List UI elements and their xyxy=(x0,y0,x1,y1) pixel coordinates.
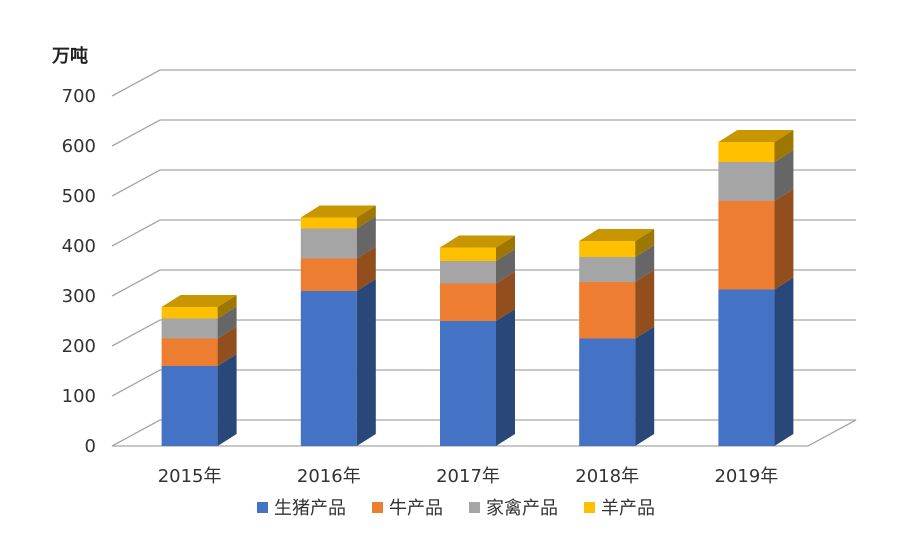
legend-label: 家禽产品 xyxy=(486,498,558,519)
gridline xyxy=(111,169,856,197)
bars xyxy=(161,130,794,446)
x-axis-ticks: 2015年 2016年 2017年 2018年 2019年 xyxy=(158,466,779,487)
x-tick-label: 2019年 xyxy=(714,466,778,487)
bar-segment xyxy=(440,235,515,261)
x-tick-label: 2018年 xyxy=(575,466,639,487)
bar-segment xyxy=(161,306,237,339)
y-tick-label: 400 xyxy=(62,236,96,257)
bar-segment xyxy=(579,270,655,339)
bar-segment xyxy=(579,326,655,446)
legend-item: 生猪产品 xyxy=(257,494,346,520)
bar-segment xyxy=(718,189,794,290)
x-tick-label: 2016年 xyxy=(297,466,361,487)
legend-swatch xyxy=(257,501,268,513)
legend-label: 羊产品 xyxy=(601,498,655,519)
y-tick-label: 700 xyxy=(62,86,96,107)
bar-segment xyxy=(440,309,515,446)
gridline xyxy=(111,219,856,247)
bar-segment xyxy=(300,205,376,229)
legend-item: 羊产品 xyxy=(584,494,655,520)
legend-swatch xyxy=(469,501,480,513)
bar-segment xyxy=(161,295,237,319)
gridline xyxy=(111,119,856,147)
y-tick-label: 200 xyxy=(62,336,96,357)
y-axis-ticks: 0 100 200 300 400 500 600 700 xyxy=(62,86,96,457)
legend-item: 牛产品 xyxy=(372,494,443,520)
bar-segment xyxy=(300,246,376,291)
x-tick-label: 2015年 xyxy=(158,466,222,487)
bar-segment xyxy=(440,271,515,321)
y-tick-label: 100 xyxy=(62,386,96,407)
legend-swatch xyxy=(372,501,383,513)
legend-label: 生猪产品 xyxy=(274,498,346,519)
legend-label: 牛产品 xyxy=(389,498,443,519)
y-tick-label: 300 xyxy=(62,286,96,307)
bar-segment xyxy=(718,150,794,201)
bar-segment xyxy=(161,326,237,366)
bar-segment xyxy=(718,130,794,162)
bar-segment xyxy=(300,216,376,259)
gridline xyxy=(111,69,856,97)
y-tick-label: 600 xyxy=(62,136,96,157)
legend-swatch xyxy=(584,501,595,513)
legend-item: 家禽产品 xyxy=(469,494,558,520)
bar-segment xyxy=(440,249,515,284)
bar-segment xyxy=(718,277,794,446)
bar-segment xyxy=(161,354,237,446)
y-tick-label: 0 xyxy=(85,436,96,457)
y-axis-unit-label: 万吨 xyxy=(52,46,88,67)
bar-segment xyxy=(579,229,655,257)
legend: 生猪产品 牛产品 家禽产品 羊产品 xyxy=(0,494,912,520)
x-tick-label: 2017年 xyxy=(436,466,500,487)
bar-segment xyxy=(579,245,655,282)
gridline xyxy=(111,419,857,447)
y-tick-label: 500 xyxy=(62,186,96,207)
bar-segment xyxy=(300,279,376,446)
